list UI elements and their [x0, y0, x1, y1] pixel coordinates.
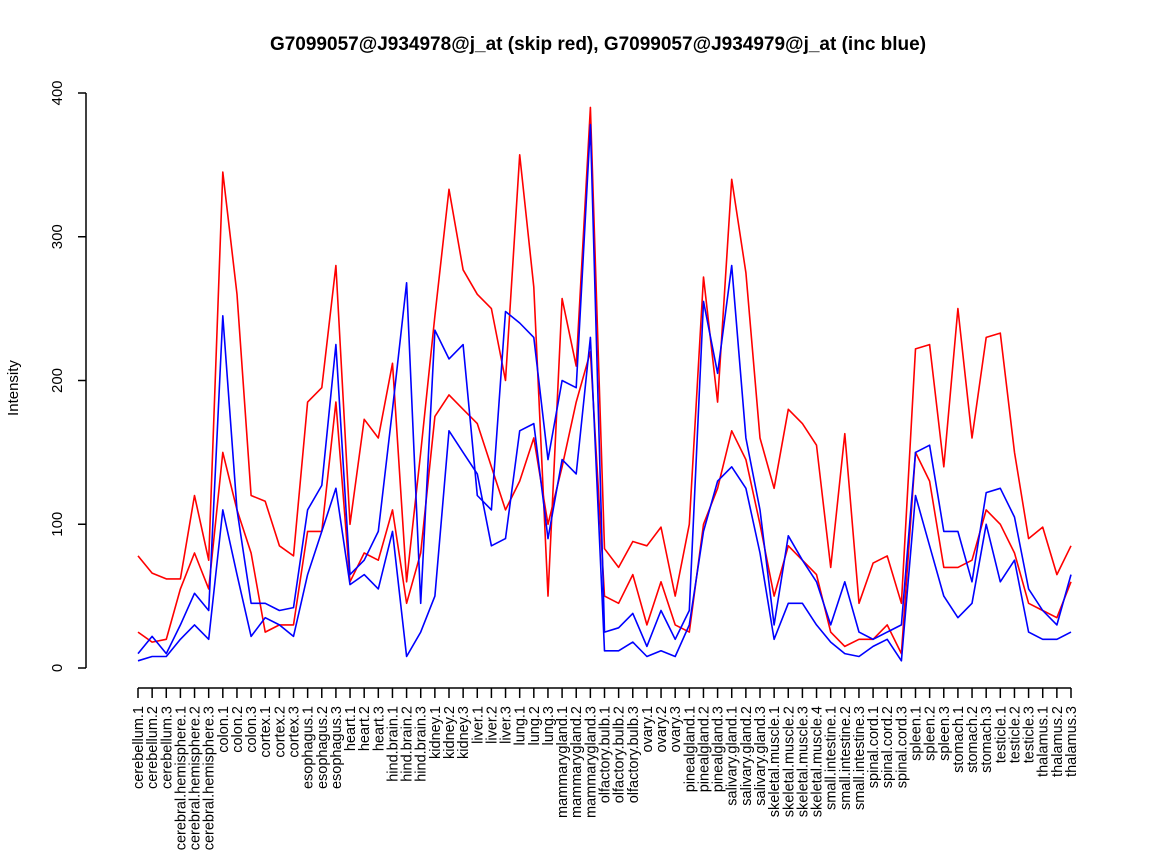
x-tick-label: hind.brain.1 — [385, 706, 401, 782]
x-tick-label: ovary.1 — [640, 706, 656, 752]
x-tick-label: cerebellum.1 — [131, 706, 147, 789]
x-tick-label: lung.1 — [513, 706, 529, 746]
series-lines — [137, 106, 1072, 662]
y-tick-label: 300 — [49, 224, 66, 249]
x-tick-label: colon.1 — [216, 706, 232, 753]
y-tick-label: 200 — [49, 368, 66, 393]
x-tick-label: thalamus.2 — [1050, 706, 1066, 777]
x-tick-label: esophagus.3 — [329, 706, 345, 789]
x-tick-label: esophagus.1 — [301, 706, 317, 789]
x-tick-label: spinal.cord.2 — [880, 706, 896, 788]
series-line-3 — [137, 123, 1072, 655]
x-tick-label: skeletal.muscle.1 — [767, 706, 783, 817]
x-tick-label: small.intestine.3 — [852, 706, 868, 810]
x-tick-label: ovary.3 — [668, 706, 684, 752]
x-tick-label: small.intestine.2 — [838, 706, 854, 810]
x-tick-label: skeletal.muscle.2 — [781, 706, 797, 817]
x-tick-label: cerebral.hemisphere.1 — [173, 706, 189, 850]
x-tick-label: heart.3 — [371, 706, 387, 751]
x-tick-label: cerebral.hemisphere.2 — [188, 706, 204, 850]
x-tick-label: colon.2 — [230, 706, 246, 753]
x-tick-label: pinealgland.3 — [711, 706, 727, 792]
x-tick-label: spinal.cord.1 — [866, 706, 882, 788]
y-tick-label: 100 — [49, 512, 66, 537]
x-tick-label: cortex.3 — [287, 706, 303, 758]
x-tick-label: cerebellum.3 — [159, 706, 175, 789]
x-tick-label: skeletal.muscle.4 — [810, 706, 826, 817]
x-tick-label: spleen.1 — [909, 706, 925, 761]
x-tick-label: cerebellum.2 — [145, 706, 161, 789]
x-axis: cerebellum.1cerebellum.2cerebellum.3cere… — [131, 687, 1080, 850]
x-tick-label: ovary.2 — [654, 706, 670, 752]
x-tick-label: spleen.3 — [937, 706, 953, 761]
x-tick-label: lung.3 — [541, 706, 557, 746]
x-tick-label: colon.3 — [244, 706, 260, 753]
x-tick-label: cerebral.hemisphere.3 — [202, 706, 218, 850]
x-tick-label: mammarygland.1 — [555, 706, 571, 818]
x-tick-label: kidney.3 — [456, 706, 472, 759]
x-tick-label: mammarygland.3 — [583, 706, 599, 818]
y-axis: 0 100 200 300 400 — [49, 80, 87, 672]
chart-title: G7099057@J934978@j_at (skip red), G70990… — [270, 34, 926, 55]
x-tick-label: hind.brain.2 — [400, 706, 416, 782]
x-tick-label: liver.2 — [484, 706, 500, 744]
y-axis-label: Intensity — [5, 360, 22, 416]
x-tick-label: hind.brain.3 — [414, 706, 430, 782]
x-tick-label: stomach.1 — [951, 706, 967, 773]
x-tick-label: testicle.3 — [1022, 706, 1038, 763]
x-tick-label: mammarygland.2 — [569, 706, 585, 818]
x-tick-label: stomach.3 — [979, 706, 995, 773]
x-tick-label: skeletal.muscle.3 — [795, 706, 811, 817]
y-tick-label: 0 — [49, 664, 66, 672]
x-tick-label: spinal.cord.3 — [894, 706, 910, 788]
x-tick-label: olfactory.bulb.3 — [626, 706, 642, 803]
x-tick-label: salivary.gland.2 — [739, 706, 755, 806]
x-tick-label: cortex.1 — [258, 706, 274, 758]
x-tick-label: heart.1 — [343, 706, 359, 751]
x-tick-label: lung.2 — [527, 706, 543, 746]
x-tick-label: olfactory.bulb.2 — [612, 706, 628, 803]
x-tick-label: salivary.gland.3 — [753, 706, 769, 806]
x-tick-label: heart.2 — [357, 706, 373, 751]
x-tick-label: cortex.2 — [272, 706, 288, 758]
x-tick-label: thalamus.1 — [1036, 706, 1052, 777]
x-tick-label: salivary.gland.1 — [725, 706, 741, 806]
x-tick-label: liver.1 — [470, 706, 486, 744]
series-line-1 — [137, 106, 1072, 605]
x-tick-label: esophagus.2 — [315, 706, 331, 789]
x-tick-label: kidney.2 — [442, 706, 458, 759]
x-tick-label: kidney.1 — [428, 706, 444, 759]
x-tick-label: pinealgland.1 — [682, 706, 698, 792]
x-tick-label: spleen.2 — [923, 706, 939, 761]
y-tick-label: 400 — [49, 80, 66, 105]
x-tick-label: stomach.2 — [965, 706, 981, 773]
x-tick-label: pinealgland.2 — [696, 706, 712, 792]
x-tick-label: small.intestine.1 — [824, 706, 840, 810]
x-tick-label: testicle.2 — [1007, 706, 1023, 763]
x-tick-label: olfactory.bulb.1 — [598, 706, 614, 803]
x-tick-label: liver.3 — [499, 706, 515, 744]
x-tick-label: thalamus.3 — [1064, 706, 1080, 777]
x-tick-label: testicle.1 — [993, 706, 1009, 763]
series-line-4 — [137, 336, 1072, 662]
